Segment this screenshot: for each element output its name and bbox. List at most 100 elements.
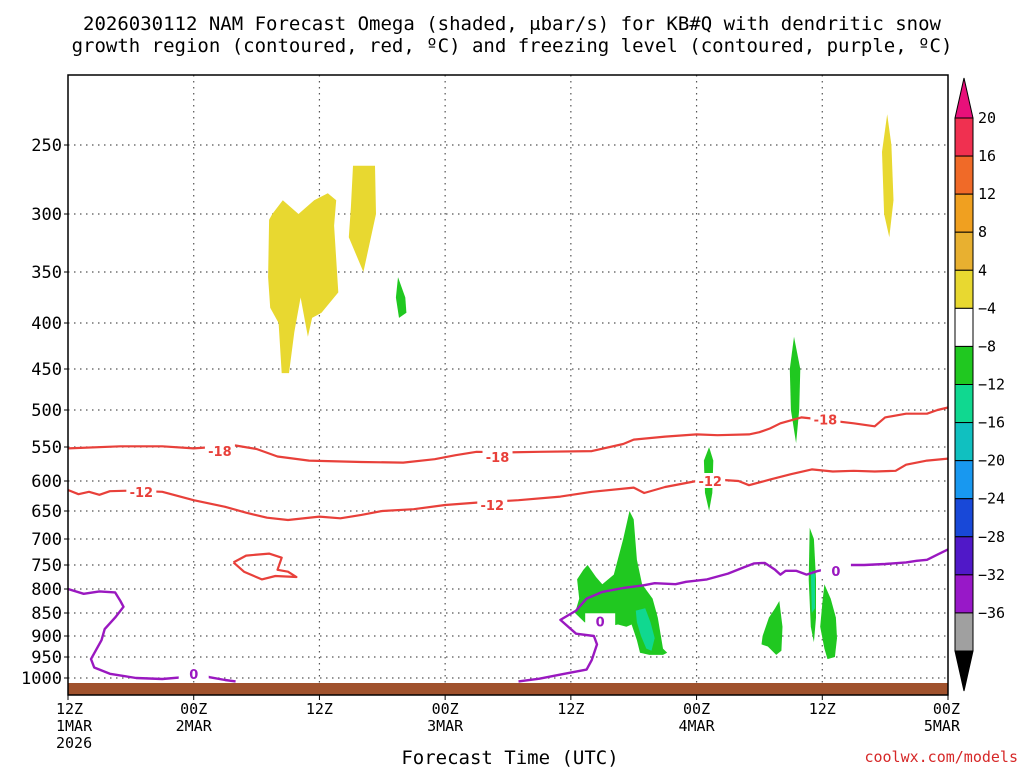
x-tick-label-0-2: 1MAR: [56, 717, 93, 735]
contour-label-0: -18: [208, 445, 232, 460]
y-tick-label-600: 600: [31, 472, 62, 492]
colorbar-top-arrow: [954, 77, 974, 119]
contour-label-bg-1: [810, 411, 841, 427]
colorbar-box-2: [954, 193, 974, 233]
contour-label-bg-2: [482, 449, 513, 465]
contour-label-1: -18: [814, 414, 838, 429]
chart-title-line2: growth region (contoured, red, ºC) and f…: [72, 35, 953, 57]
colorbar-box-13: [954, 612, 974, 652]
contour-label-2: -18: [486, 451, 510, 466]
y-tick-label-500: 500: [31, 401, 62, 421]
x-tick-label-0-1: 12Z: [56, 700, 83, 718]
isotherm-contours: [67, 406, 949, 581]
colorbar-box-0: [954, 117, 974, 157]
isotherm-line-0: [67, 406, 949, 464]
isotherm-line-3: [67, 457, 949, 522]
x-axis-label: Forecast Time (UTC): [401, 747, 618, 768]
contour-label-9: 0: [831, 565, 840, 580]
colorbar-label-2: 12: [978, 185, 996, 203]
y-tick-label-250: 250: [31, 136, 62, 156]
colorbar-box-10: [954, 498, 974, 538]
colorbar-label-12: −32: [978, 566, 1005, 584]
omega-area-7: [635, 608, 655, 651]
y-tick-label-400: 400: [31, 314, 62, 334]
omega-area-4: [789, 336, 801, 444]
y-tick-label-850: 850: [31, 604, 62, 624]
x-tick-label-72-1: 12Z: [809, 700, 836, 718]
contour-label-bg-9: [820, 562, 851, 578]
y-tick-label-700: 700: [31, 530, 62, 550]
chart-title-line1: 2026030112 NAM Forecast Omega (shaded, μ…: [83, 13, 941, 35]
colorbar-box-1: [954, 155, 974, 195]
colorbar-box-4: [954, 269, 974, 309]
isotherm-line-6: [232, 552, 298, 581]
contour-label-bg-7: [178, 665, 209, 681]
x-tick-label-0-3: 2026: [56, 734, 92, 752]
contour-label-bg-8: [585, 613, 616, 629]
credit-link[interactable]: coolwx.com/models: [864, 748, 1018, 766]
colorbar-label-11: −28: [978, 528, 1005, 546]
x-tick-label-24-1: 12Z: [306, 700, 333, 718]
plot-frame: [67, 74, 949, 696]
contour-label-bg-5: [695, 473, 726, 488]
y-axis-ticks: 250 300 350 400 450 500 550 600 650 700 750 800 850 9…: [21, 136, 68, 689]
freezing-line-0: [67, 587, 236, 683]
freezing-line-1: [518, 548, 949, 683]
y-tick-label-750: 750: [31, 556, 62, 576]
colorbar-label-0: 20: [978, 109, 996, 127]
omega-area-3: [395, 277, 407, 318]
x-tick-label-60-2: 4MAR: [679, 717, 716, 735]
x-tick-label-60-1: 00Z: [683, 700, 710, 718]
colorbar-box-9: [954, 460, 974, 500]
ground-terrain: [68, 683, 948, 695]
y-tick-label-300: 300: [31, 205, 62, 225]
contour-label-8: 0: [596, 615, 605, 630]
contour-label-bg-4: [477, 497, 508, 512]
colorbar-label-8: −16: [978, 414, 1005, 432]
colorbar-box-8: [954, 422, 974, 462]
omega-shading: [268, 114, 894, 660]
contour-label-3: -12: [130, 486, 154, 501]
x-tick-label-12-2: 2MAR: [176, 717, 213, 735]
colorbar-box-5: [954, 307, 974, 347]
omega-colorbar: 20 16 12 8 4 −4 −8 −12 −16 −20 −24 −28 −32 −36: [954, 77, 1005, 692]
y-tick-label-450: 450: [31, 360, 62, 380]
colorbar-label-7: −12: [978, 376, 1005, 394]
colorbar-bottom-arrow: [954, 650, 974, 692]
colorbar-box-12: [954, 574, 974, 614]
omega-area-1: [348, 165, 376, 272]
colorbar-box-3: [954, 231, 974, 271]
colorbar-label-9: −20: [978, 452, 1005, 470]
contour-label-4: -12: [481, 499, 505, 514]
colorbar-box-6: [954, 345, 974, 385]
colorbar-label-1: 16: [978, 147, 996, 165]
x-tick-label-48-1: 12Z: [557, 700, 584, 718]
y-tick-label-900: 900: [31, 627, 62, 647]
colorbar-box-7: [954, 384, 974, 424]
contour-label-bg-0: [204, 443, 235, 459]
y-tick-label-550: 550: [31, 438, 62, 458]
ground-fill: [68, 683, 948, 695]
colorbar-label-5: −4: [978, 299, 996, 317]
omega-area-2: [882, 114, 894, 238]
colorbar-label-13: −36: [978, 604, 1005, 622]
x-tick-label-36-1: 00Z: [432, 700, 459, 718]
gridlines: [68, 75, 948, 695]
colorbar-label-10: −24: [978, 490, 1005, 508]
y-tick-label-350: 350: [31, 263, 62, 283]
contour-labels: -18 -18 -18 -12 -12 -12 0 0 0: [126, 411, 851, 683]
y-tick-label-800: 800: [31, 580, 62, 600]
omega-area-0: [268, 193, 339, 374]
y-tick-label-650: 650: [31, 502, 62, 522]
contour-label-bg-3: [126, 483, 157, 499]
y-tick-label-950: 950: [31, 648, 62, 668]
colorbar-label-6: −8: [978, 337, 996, 355]
x-tick-label-36-2: 3MAR: [427, 717, 464, 735]
omega-area-11: [820, 584, 837, 660]
colorbar-box-11: [954, 536, 974, 576]
contour-label-5: -12: [698, 475, 722, 490]
omega-area-10: [810, 569, 815, 613]
x-tick-label-12-1: 00Z: [180, 700, 207, 718]
